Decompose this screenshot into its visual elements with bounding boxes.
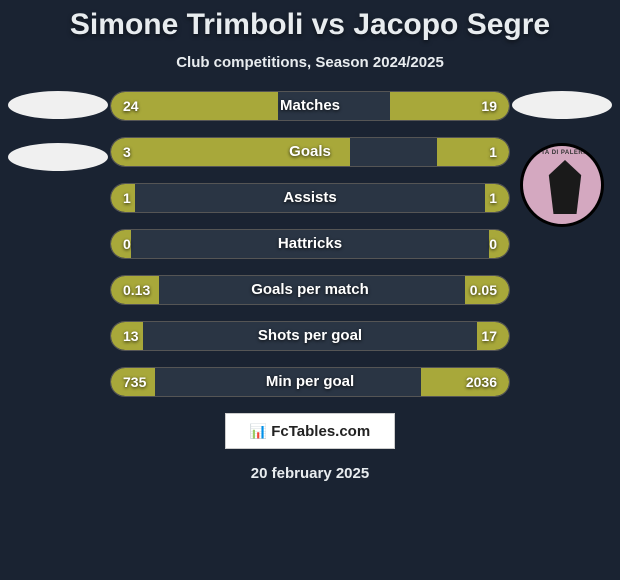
subtitle: Club competitions, Season 2024/2025: [0, 54, 620, 71]
stats-area: CITTA DI PALERMO 24Matches193Goals11Assi…: [0, 91, 620, 397]
stat-label: Goals per match: [111, 276, 509, 304]
team-crest-icon: CITTA DI PALERMO: [520, 143, 604, 227]
right-badges: CITTA DI PALERMO: [512, 91, 612, 227]
stat-value-right: 1: [489, 138, 497, 166]
stat-row: 3Goals1: [110, 137, 510, 167]
footer-logo-text: FcTables.com: [271, 423, 370, 440]
stat-value-right: 19: [481, 92, 497, 120]
date-text: 20 february 2025: [0, 465, 620, 482]
stat-row: 735Min per goal2036: [110, 367, 510, 397]
stat-row: 13Shots per goal17: [110, 321, 510, 351]
right-badge-1: [512, 91, 612, 119]
stat-value-right: 0.05: [470, 276, 497, 304]
stat-row: 0.13Goals per match0.05: [110, 275, 510, 305]
stat-label: Hattricks: [111, 230, 509, 258]
stat-label: Assists: [111, 184, 509, 212]
stat-value-right: 17: [481, 322, 497, 350]
stat-row: 0Hattricks0: [110, 229, 510, 259]
stats-container: 24Matches193Goals11Assists10Hattricks00.…: [110, 91, 510, 397]
stat-label: Shots per goal: [111, 322, 509, 350]
stat-value-right: 2036: [466, 368, 497, 396]
crest-text: CITTA DI PALERMO: [523, 150, 601, 156]
stat-label: Goals: [111, 138, 509, 166]
stat-row: 1Assists1: [110, 183, 510, 213]
footer-logo[interactable]: 📊 FcTables.com: [225, 413, 395, 449]
page-title: Simone Trimboli vs Jacopo Segre: [0, 0, 620, 42]
left-badge-1: [8, 91, 108, 119]
stat-value-right: 1: [489, 184, 497, 212]
stat-row: 24Matches19: [110, 91, 510, 121]
left-badge-2: [8, 143, 108, 171]
left-badges: [8, 91, 108, 195]
stat-label: Min per goal: [111, 368, 509, 396]
stat-value-right: 0: [489, 230, 497, 258]
chart-icon: 📊: [250, 423, 267, 440]
stat-label: Matches: [111, 92, 509, 120]
